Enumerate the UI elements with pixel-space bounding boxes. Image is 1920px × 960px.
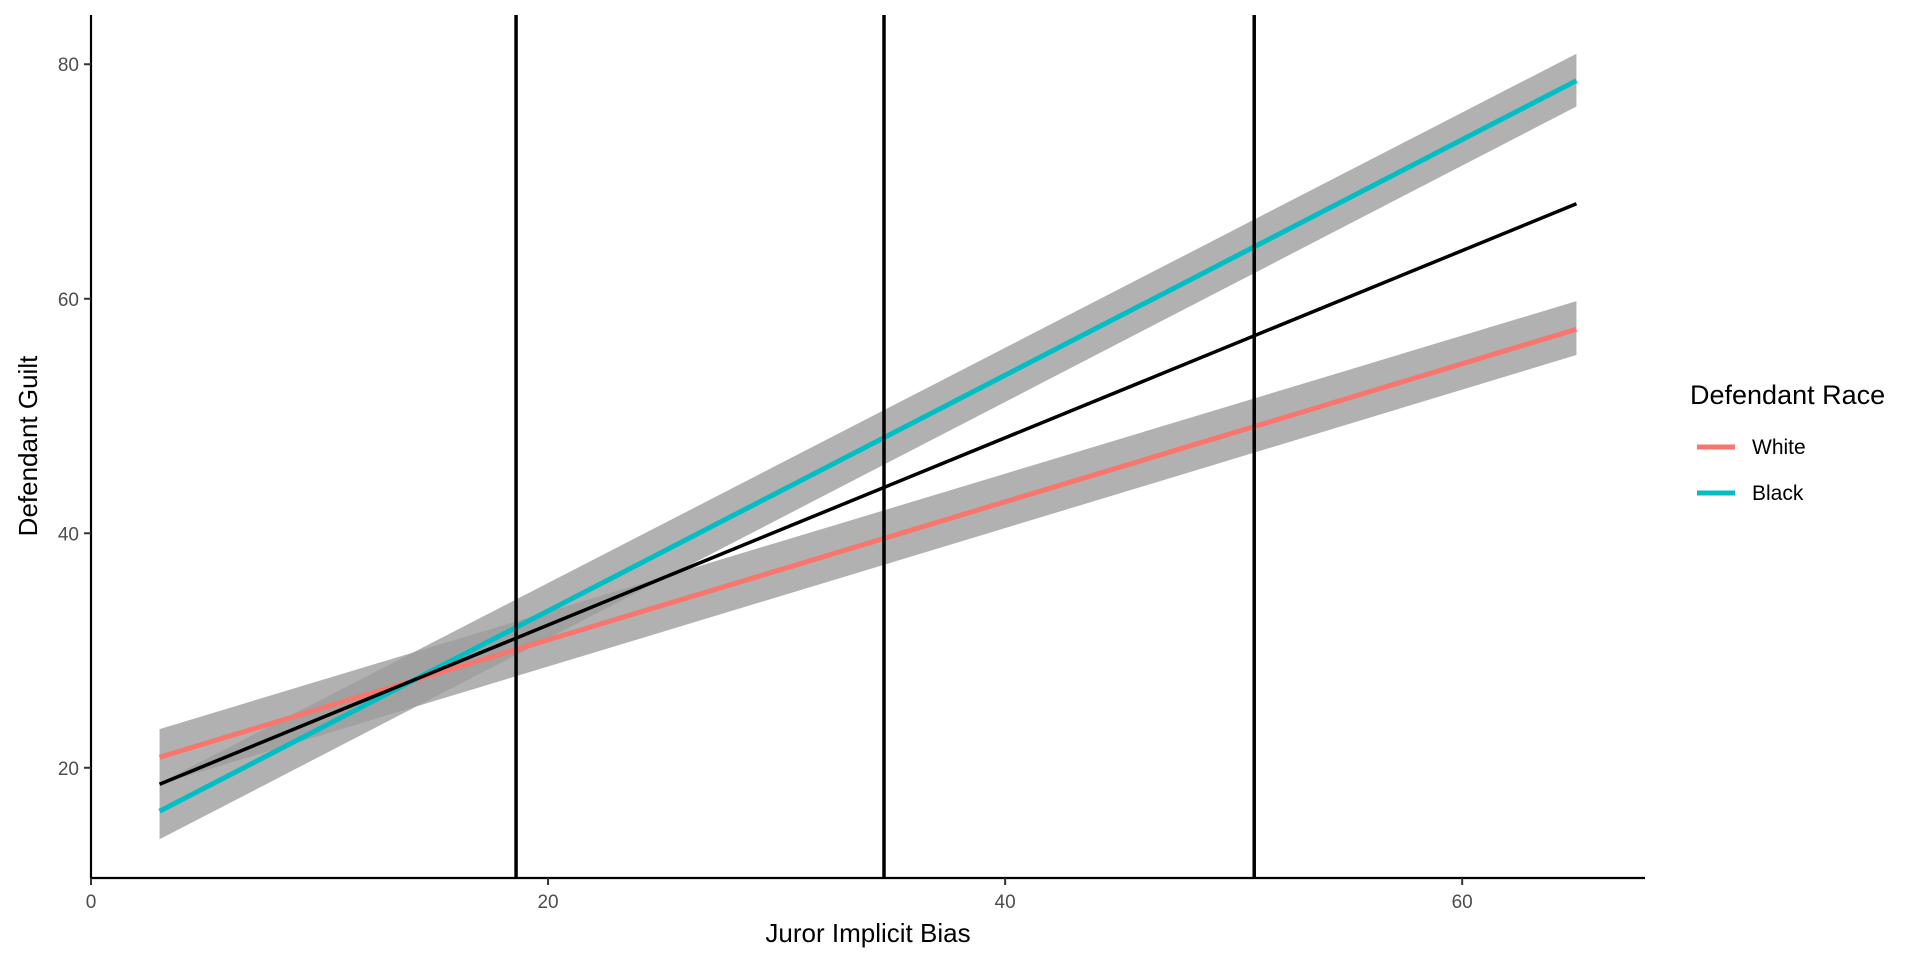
x-tick-label: 20: [537, 892, 558, 913]
x-tick-label: 0: [86, 892, 97, 913]
x-tick-label: 40: [995, 892, 1016, 913]
series-line-black: [158, 78, 1578, 814]
axes: [89, 15, 1645, 880]
vertical-reference-lines: [514, 15, 1256, 878]
legend: Defendant Race White Black: [1690, 380, 1885, 505]
x-ticks: 0 20 40 60: [86, 878, 1473, 913]
y-axis-title: Defendant Guilt: [13, 355, 43, 536]
reference-line: [158, 202, 1578, 786]
series-lines: [158, 78, 1578, 814]
y-tick-label: 20: [58, 759, 79, 780]
legend-label-black: Black: [1752, 482, 1804, 505]
x-tick-label: 60: [1452, 892, 1473, 913]
legend-label-white: White: [1752, 436, 1806, 459]
legend-title: Defendant Race: [1690, 380, 1885, 410]
y-tick-label: 60: [58, 290, 79, 311]
y-tick-label: 80: [58, 55, 79, 76]
y-tick-label: 40: [58, 524, 79, 545]
x-axis-title: Juror Implicit Bias: [765, 918, 970, 948]
series-line-white: [158, 326, 1578, 760]
y-ticks: 20 40 60 80: [58, 55, 91, 780]
reference-line-group: [158, 202, 1578, 786]
